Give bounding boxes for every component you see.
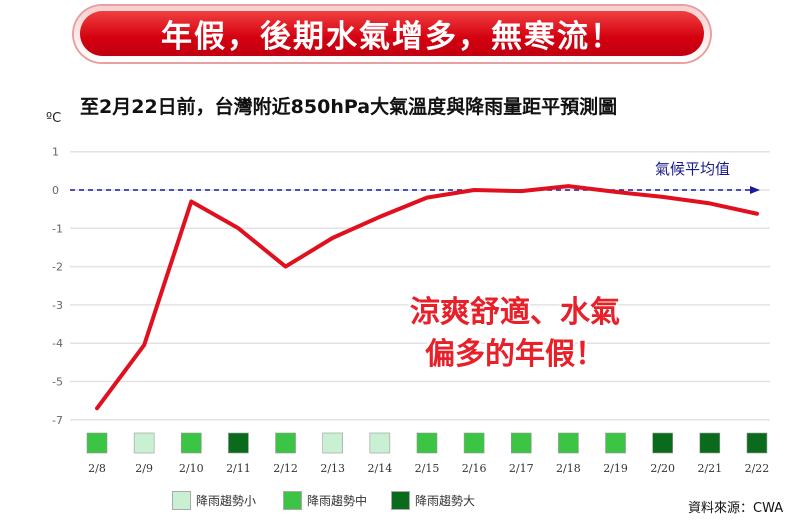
x-tick-label: 2/15 [415,462,440,475]
legend-item-large: 降雨趨勢大 [391,491,475,510]
x-tick-label: 2/21 [697,462,722,475]
x-tick-label: 2/8 [88,462,106,475]
rain-trend-square [652,432,673,454]
chart-title: 至2月22日前，台灣附近850hPa大氣溫度與降雨量距平預測圖 [80,96,618,118]
rain-trend-square [369,432,391,454]
legend-label: 降雨趨勢大 [415,494,476,508]
reference-line-label: 氣候平均值 [655,160,731,178]
y-tick-label: -3 [52,299,63,312]
x-tick-label: 2/13 [320,462,345,475]
y-tick-label: -4 [52,337,63,350]
reference-arrow-icon [750,186,760,194]
legend-swatch-small [172,491,191,510]
rain-trend-square [133,432,155,454]
y-tick-label: -5 [52,376,63,389]
y-tick-label: -7 [52,414,63,427]
y-tick-label: -2 [52,261,63,274]
x-tick-label: 2/19 [603,462,628,475]
rain-trend-square [180,432,202,454]
x-tick-label: 2/11 [226,462,251,475]
rain-trend-square [416,432,438,454]
rain-trend-square [558,432,579,454]
legend-label: 降雨趨勢小 [196,494,257,508]
annotation: 涼爽舒適、水氣 偏多的年假！ [380,292,650,376]
data-source: 資料來源：CWA [688,501,784,516]
x-tick-label: 2/18 [556,462,581,475]
title-banner: 年假，後期水氣增多，無寒流！ [74,6,710,62]
legend-item-medium: 降雨趨勢中 [283,491,367,510]
legend-swatch-large [391,491,410,510]
rain-trend-square [605,432,626,454]
x-tick-label: 2/12 [273,462,298,475]
rain-trend-square [699,432,721,454]
x-tick-label: 2/17 [509,462,534,475]
annotation-line-2: 偏多的年假！ [425,337,605,372]
rain-trend-square [86,432,108,454]
legend-item-small: 降雨趨勢小 [172,491,256,510]
y-tick-label: -1 [52,222,63,235]
y-tick-label: 0 [52,184,59,197]
rain-trend-square [275,432,296,454]
annotation-line-1: 涼爽舒適、水氣 [410,295,620,330]
legend-label: 降雨趨勢中 [307,494,368,508]
legend-swatch-medium [283,491,302,510]
x-tick-label: 2/9 [135,462,153,475]
rain-trend-square [746,432,768,454]
rain-trend-square [228,432,249,454]
x-tick-label: 2/22 [745,462,770,475]
x-tick-label: 2/10 [179,462,204,475]
rain-trend-square [510,432,532,454]
y-tick-label: 1 [52,146,59,159]
banner-title: 年假，後期水氣增多，無寒流！ [80,11,704,56]
x-tick-label: 2/20 [650,462,675,475]
rain-trend-square [463,432,485,454]
x-tick-label: 2/14 [367,462,392,475]
y-axis-unit: ºC [46,111,62,126]
rain-trend-square [322,432,344,454]
x-tick-label: 2/16 [462,462,487,475]
